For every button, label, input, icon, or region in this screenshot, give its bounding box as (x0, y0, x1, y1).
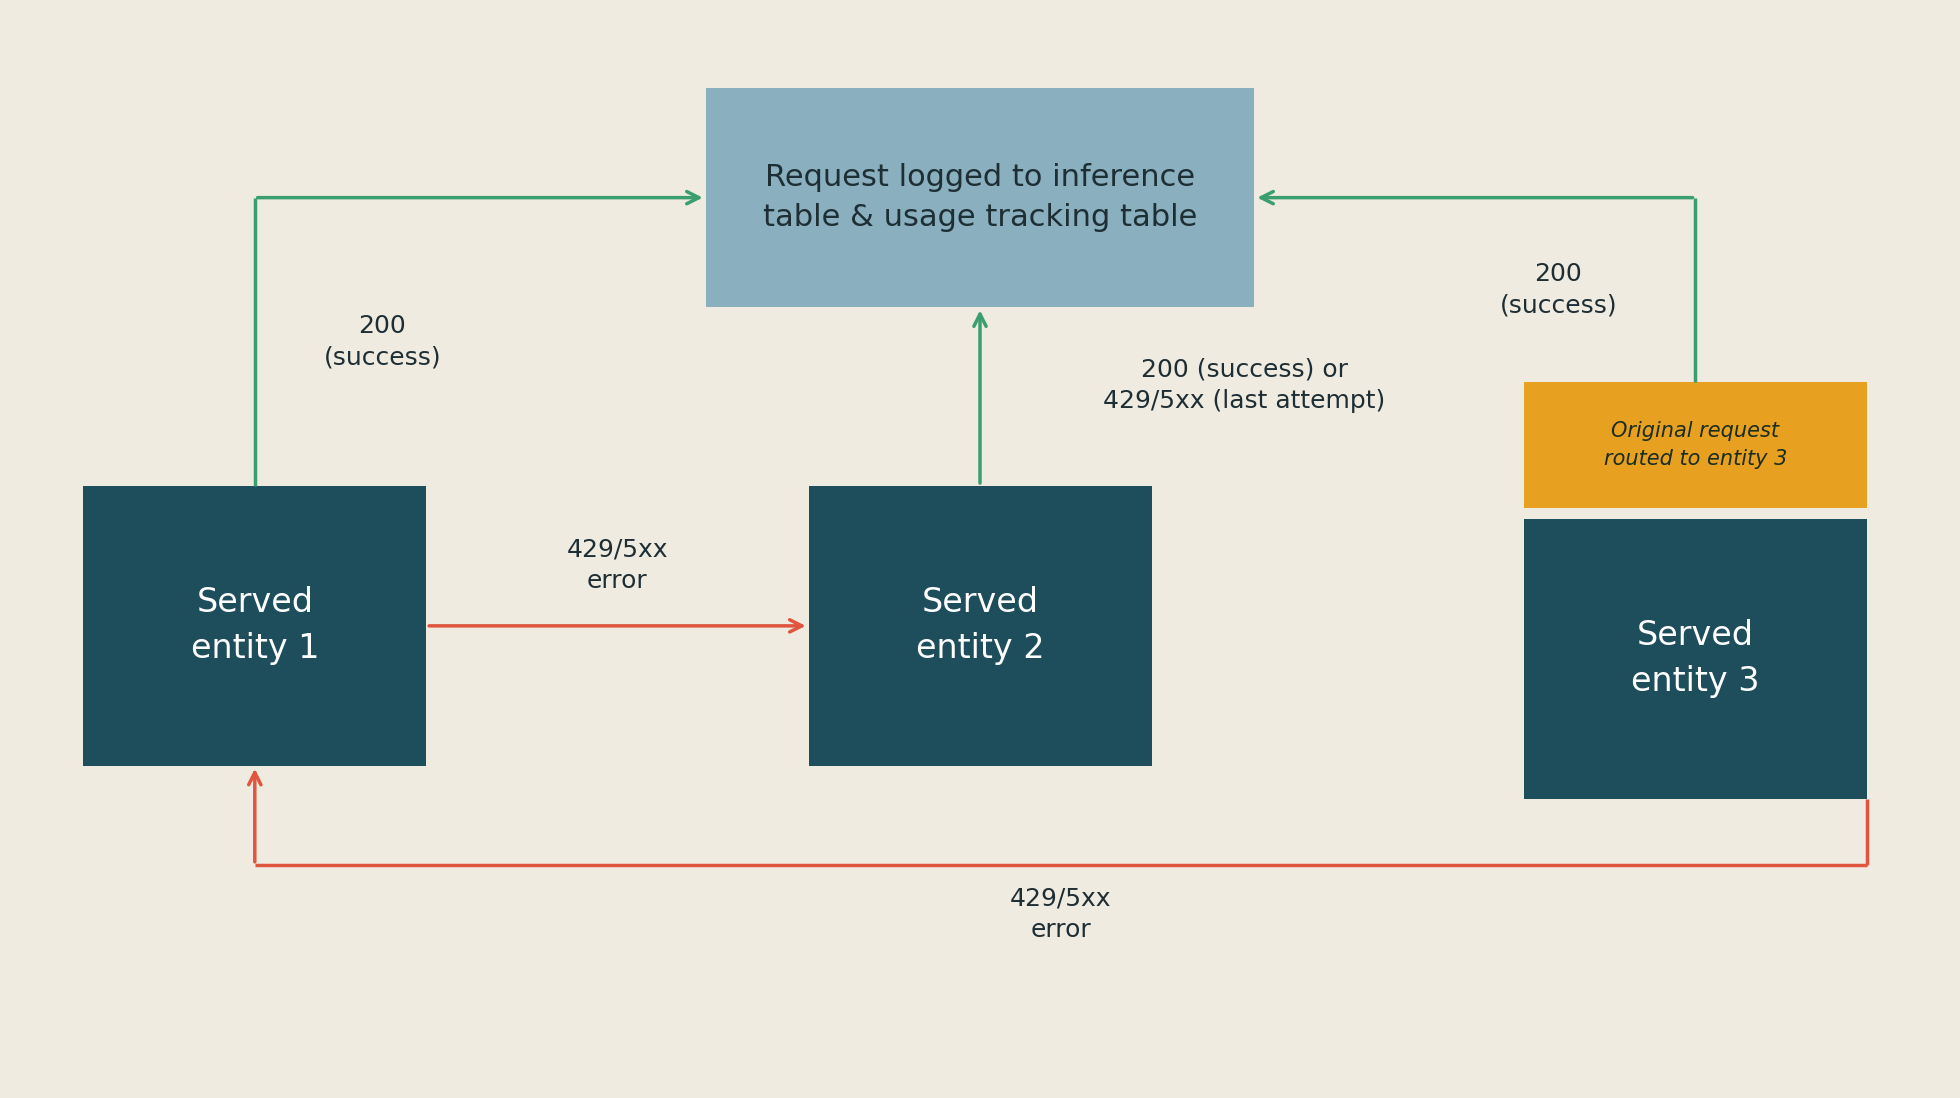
FancyBboxPatch shape (1525, 382, 1866, 507)
Text: Request logged to inference
table & usage tracking table: Request logged to inference table & usag… (762, 163, 1198, 233)
FancyBboxPatch shape (706, 88, 1254, 307)
Text: 200 (success) or
429/5xx (last attempt): 200 (success) or 429/5xx (last attempt) (1103, 358, 1386, 414)
FancyBboxPatch shape (808, 485, 1151, 766)
Text: 200
(success): 200 (success) (1499, 261, 1617, 317)
Text: Served
entity 1: Served entity 1 (190, 586, 319, 665)
Text: Served
entity 3: Served entity 3 (1631, 619, 1760, 698)
FancyBboxPatch shape (84, 485, 427, 766)
Text: Original request
routed to entity 3: Original request routed to entity 3 (1603, 421, 1788, 469)
Text: 429/5xx
error: 429/5xx error (1009, 886, 1111, 942)
FancyBboxPatch shape (1525, 518, 1866, 799)
Text: 429/5xx
error: 429/5xx error (566, 538, 668, 593)
Text: 200
(success): 200 (success) (323, 314, 441, 370)
Text: Served
entity 2: Served entity 2 (915, 586, 1045, 665)
